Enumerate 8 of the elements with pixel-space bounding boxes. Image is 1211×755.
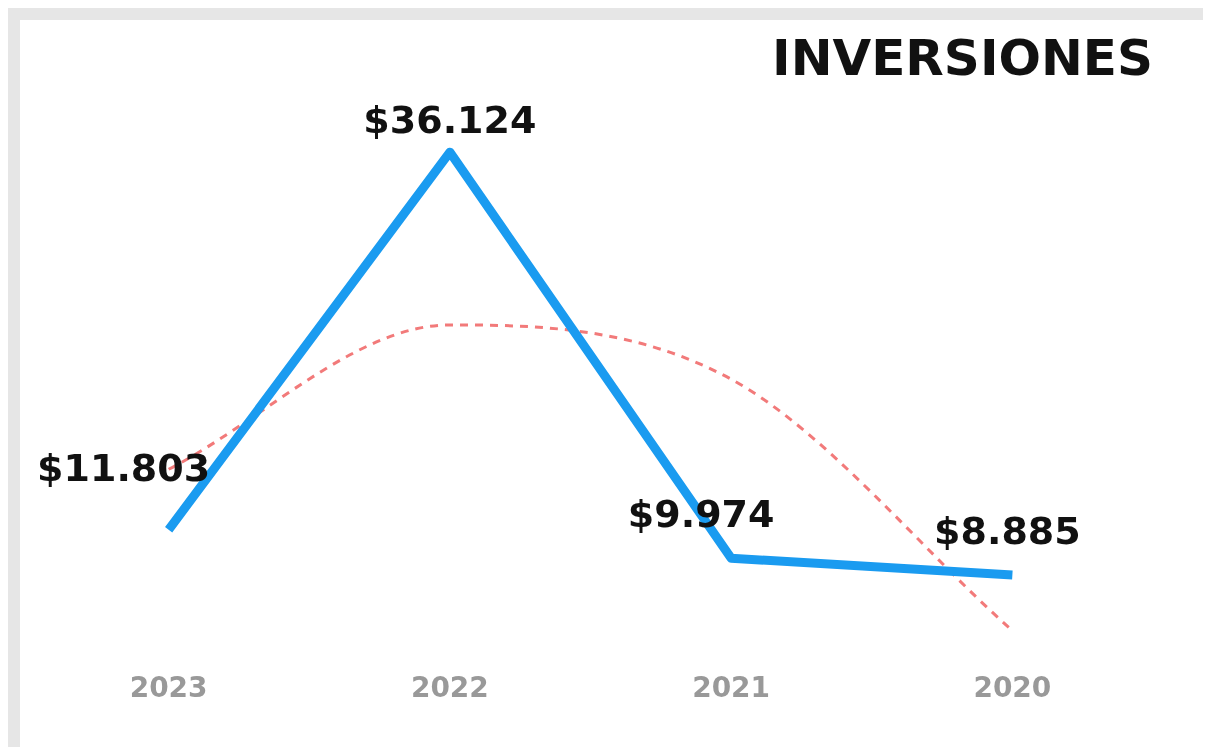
data-label: $36.124 bbox=[363, 98, 537, 143]
x-tick-label: 2022 bbox=[410, 671, 489, 705]
x-tick-label: 2020 bbox=[973, 671, 1052, 705]
x-tick-label: 2021 bbox=[692, 671, 771, 705]
chart-title: INVERSIONES bbox=[772, 28, 1153, 87]
data-label: $11.803 bbox=[37, 445, 211, 490]
x-tick-label: 2023 bbox=[129, 671, 208, 705]
data-label: $8.885 bbox=[934, 508, 1081, 553]
